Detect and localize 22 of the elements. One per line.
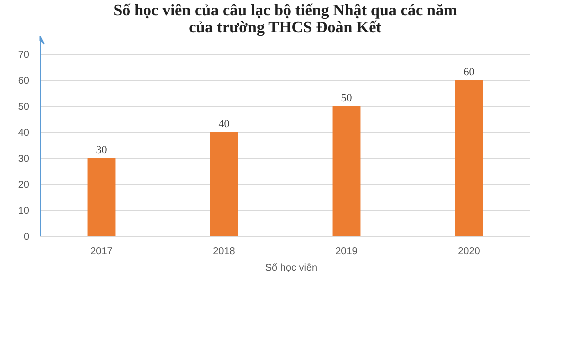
y-tick-label: 10 (18, 206, 30, 218)
y-tick-label: 20 (18, 180, 30, 192)
data-label: 60 (464, 66, 476, 79)
y-tick-label: 30 (18, 154, 30, 166)
bar (88, 158, 116, 236)
data-label: 30 (96, 144, 108, 157)
y-tick-label: 40 (18, 128, 30, 140)
bar (332, 106, 361, 236)
data-label: 40 (218, 118, 230, 131)
x-tick-label: 2017 (90, 246, 114, 258)
y-tick-label: 0 (24, 232, 30, 243)
x-tick-label: 2020 (458, 246, 481, 258)
x-tick-label: 2018 (213, 246, 236, 258)
text: Số học viên (265, 262, 318, 274)
bar (210, 132, 238, 236)
y-tick-label: 70 (18, 50, 30, 62)
bar (455, 80, 484, 236)
y-tick-label: 60 (18, 76, 30, 88)
data-label: 50 (341, 92, 353, 105)
y-tick-label: 50 (18, 102, 30, 114)
chart-title: Số học viên của câu lạc bộ tiếng Nhật qua các năm của trường THCS Đoàn Kết (114, 2, 458, 36)
x-tick-label: 2019 (336, 246, 358, 258)
